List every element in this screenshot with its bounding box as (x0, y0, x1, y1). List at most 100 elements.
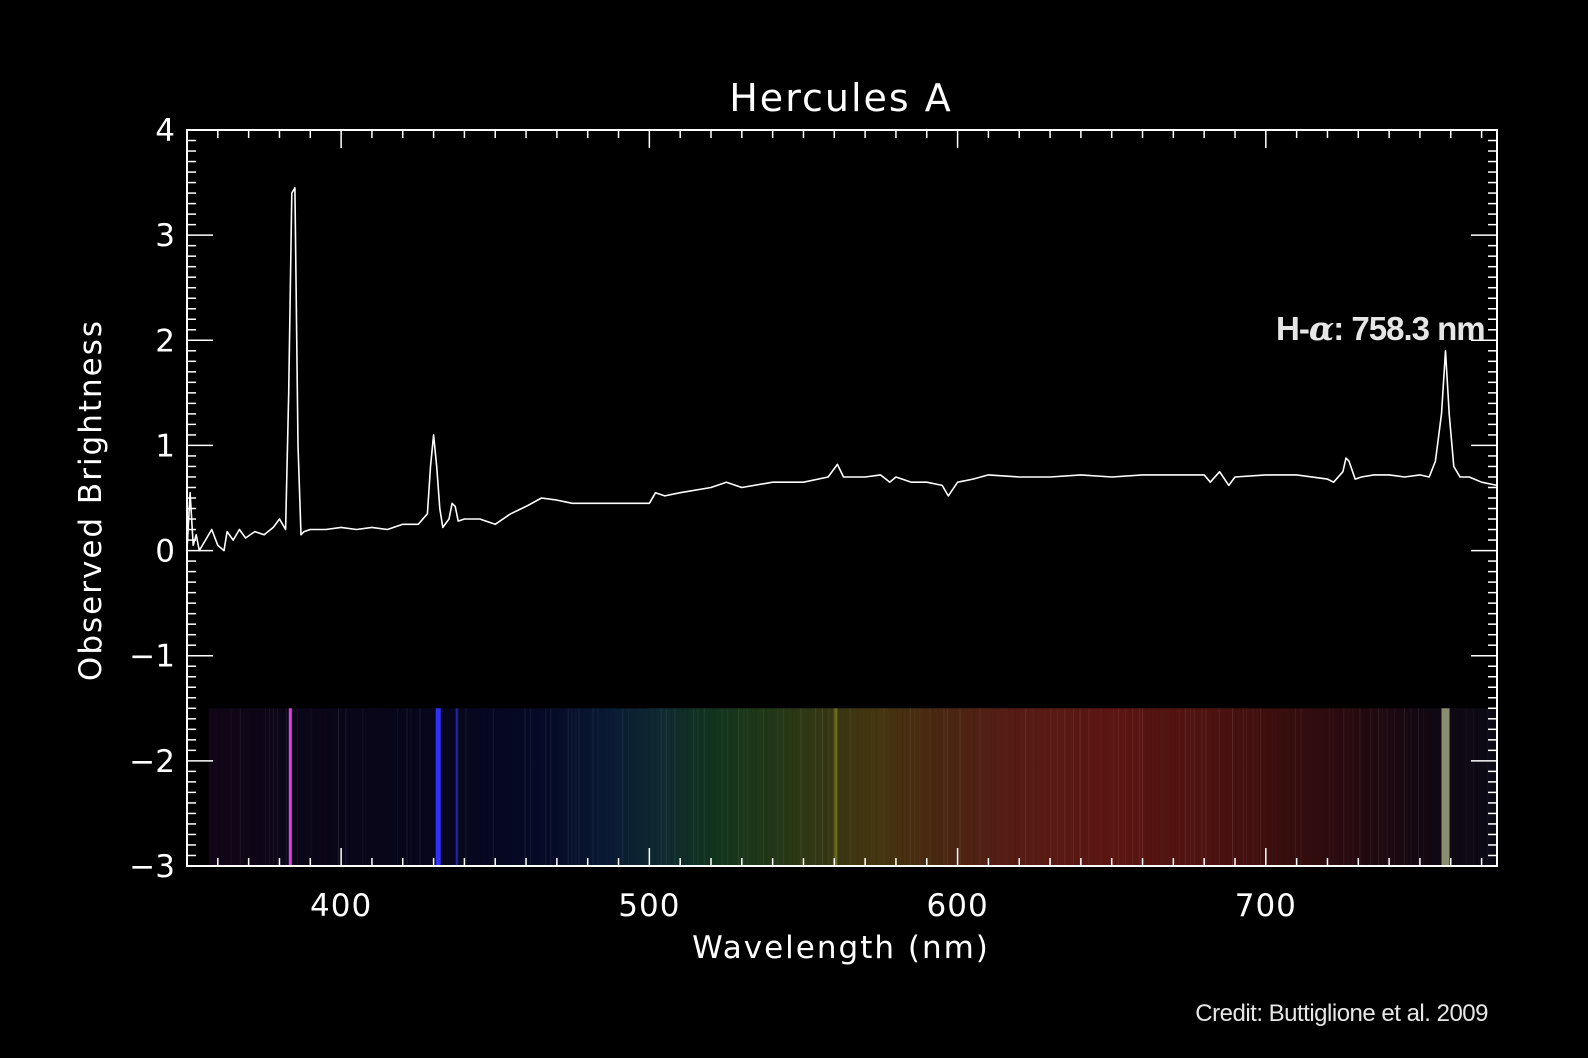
strip-texture-line (721, 708, 723, 866)
strip-texture-line (1235, 708, 1236, 866)
strip-texture-line (1118, 708, 1119, 866)
strip-texture-line (567, 708, 569, 866)
strip-texture-line (751, 708, 752, 866)
strip-texture-line (1113, 708, 1115, 866)
strip-texture-line (628, 708, 629, 866)
strip-texture-line (924, 708, 925, 866)
strip-texture-line (223, 708, 225, 866)
annotation-prefix: H- (1276, 310, 1309, 347)
strip-texture-line (452, 708, 454, 866)
strip-texture-line (555, 708, 557, 866)
strip-texture-line (777, 708, 779, 866)
strip-texture-line (1218, 708, 1220, 866)
strip-texture-line (1277, 708, 1279, 866)
x-tick-label: 500 (618, 888, 680, 924)
strip-texture-line (943, 708, 945, 866)
strip-texture-line (938, 708, 940, 866)
strip-texture-line (825, 708, 826, 866)
strip-texture-line (876, 708, 877, 866)
strip-texture-line (524, 708, 526, 866)
strip-texture-line (310, 708, 312, 866)
strip-texture-line (400, 708, 401, 866)
strip-texture-line (1105, 708, 1107, 866)
strip-texture-line (597, 708, 599, 866)
strip-texture-line (1476, 708, 1478, 866)
strip-texture-line (861, 708, 862, 866)
strip-texture-line (1430, 708, 1432, 866)
strip-texture-line (304, 708, 306, 866)
strip-texture-line (771, 708, 773, 866)
strip-texture-line (518, 708, 519, 866)
strip-texture-line (1359, 708, 1361, 866)
strip-texture-line (697, 708, 698, 866)
strip-texture-line (1145, 708, 1147, 866)
strip-texture-line (1158, 708, 1160, 866)
strip-texture-line (766, 708, 767, 866)
strip-texture-line (800, 708, 802, 866)
strip-texture-line (1308, 708, 1310, 866)
strip-texture-line (231, 708, 232, 866)
strip-texture-line (622, 708, 624, 866)
x-tick-label: 400 (310, 888, 372, 924)
strip-texture-line (571, 708, 573, 866)
strip-texture-line (832, 708, 834, 866)
strip-texture-line (1001, 708, 1002, 866)
strip-texture-line (510, 708, 512, 866)
strip-texture-line (414, 708, 415, 866)
y-tick-label: −2 (129, 744, 175, 780)
x-axis-tick-labels: 400 500 600 700 (310, 888, 1297, 924)
strip-texture-line (1150, 708, 1152, 866)
strip-texture-line (1365, 708, 1367, 866)
strip-texture-line (1491, 708, 1493, 866)
strip-texture-line (692, 708, 694, 866)
strip-texture-line (581, 708, 583, 866)
strip-texture-line (442, 708, 443, 866)
strip-texture-line (432, 708, 434, 866)
strip-texture-line (376, 708, 377, 866)
strip-texture-line (1253, 708, 1254, 866)
strip-texture-line (419, 708, 421, 866)
strip-texture-line (897, 708, 899, 866)
strip-texture-line (1314, 708, 1316, 866)
strip-texture-line (1411, 708, 1412, 866)
strip-texture-line (1382, 708, 1383, 866)
strip-texture-line (578, 708, 580, 866)
strip-texture-line (537, 708, 538, 866)
strip-texture-line (1273, 708, 1275, 866)
strip-texture-line (1083, 708, 1085, 866)
strip-texture-line (1378, 708, 1380, 866)
strip-texture-line (1423, 708, 1425, 866)
strip-texture-line (821, 708, 823, 866)
strip-texture-line (1246, 708, 1248, 866)
strip-texture-line (1014, 708, 1016, 866)
strip-texture-line (979, 708, 981, 866)
strip-texture-line (1305, 708, 1306, 866)
spectrum-emission-line (288, 708, 292, 866)
y-tick-label: −3 (129, 849, 175, 885)
strip-texture-line (994, 708, 996, 866)
strip-texture-line (727, 708, 729, 866)
strip-texture-line (268, 708, 270, 866)
strip-texture-line (905, 708, 907, 866)
strip-texture-line (762, 708, 764, 866)
strip-texture-line (608, 708, 610, 866)
x-tick-label: 700 (1235, 888, 1297, 924)
strip-texture-line (808, 708, 809, 866)
y-tick-label: 0 (155, 534, 175, 570)
strip-texture-line (1242, 708, 1244, 866)
strip-texture-line (1472, 708, 1474, 866)
strip-texture-line (423, 708, 424, 866)
strip-texture-line (954, 708, 956, 866)
y-axis-tick-labels: −3 −2 −1 0 1 2 3 4 (129, 113, 175, 885)
strip-texture-line (1018, 708, 1019, 866)
strip-texture-line (1225, 708, 1227, 866)
strip-texture-line (1352, 708, 1354, 866)
strip-texture-line (902, 708, 904, 866)
strip-texture-line (362, 708, 364, 866)
strip-texture-line (345, 708, 347, 866)
strip-texture-line (883, 708, 885, 866)
y-tick-label: 3 (155, 218, 175, 254)
strip-texture-line (946, 708, 948, 866)
y-tick-label: 1 (155, 428, 175, 464)
strip-texture-line (1193, 708, 1195, 866)
